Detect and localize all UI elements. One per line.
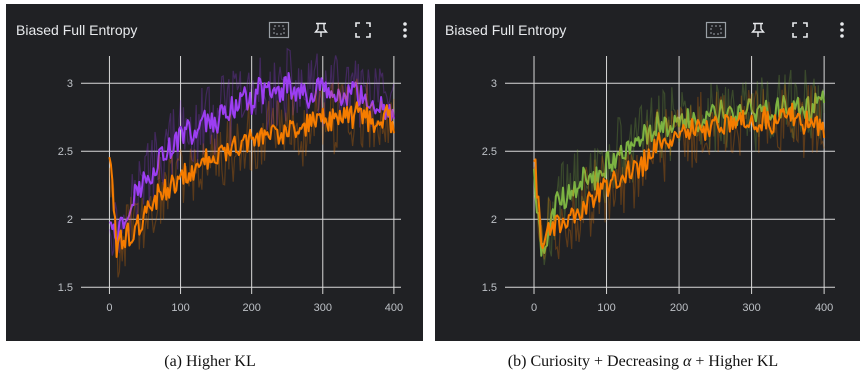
x-tick-label: 0 [531,302,537,314]
chart-toolbar [704,16,854,44]
line-chart: 1.5 2 2.5 3 0 100 200 300 400 [58,47,403,314]
y-tick-label: 1.5 [482,282,497,294]
caption-text-prefix: Curiosity + Decreasing [530,353,683,370]
series-raw-line [108,78,395,278]
caption-label: (b) [507,353,527,370]
y-tick-label: 2 [491,214,497,226]
y-tick-label: 2.5 [482,146,497,158]
series-smoothed-line [108,101,395,258]
y-tick-label: 3 [67,78,73,90]
more-vertical-icon[interactable] [830,16,854,44]
caption-label: (a) [164,353,182,370]
fullscreen-icon[interactable] [788,16,812,44]
x-tick-label: 400 [815,302,833,314]
x-tick-label: 200 [242,302,260,314]
x-tick-label: 100 [171,302,189,314]
figure-caption-b: (b) Curiosity + Decreasing α + Higher KL [428,353,858,371]
fit-domain-icon[interactable] [267,16,291,44]
x-tick-label: 400 [385,302,403,314]
y-tick-label: 1.5 [58,282,73,294]
chart-toolbar [267,16,417,44]
fullscreen-icon[interactable] [351,16,375,44]
x-tick-label: 0 [106,302,112,314]
series-smoothed-line [533,90,826,257]
pin-icon[interactable] [309,16,333,44]
pin-icon[interactable] [746,16,770,44]
caption-text: Higher KL [186,353,256,370]
series-raw-line [108,47,395,256]
x-tick-label: 300 [742,302,760,314]
more-vertical-icon[interactable] [393,16,417,44]
caption-text-suffix: + Higher KL [691,353,779,370]
x-tick-label: 200 [670,302,688,314]
x-tick-label: 100 [597,302,615,314]
chart-title: Biased Full Entropy [445,22,567,38]
chart-title: Biased Full Entropy [16,22,138,38]
figure-caption-a: (a) Higher KL [120,353,300,371]
y-tick-label: 2 [67,214,73,226]
series-smoothed-line [109,72,395,242]
line-chart: 1.5 2 2.5 3 0 100 200 300 400 [482,56,835,314]
fit-domain-icon[interactable] [704,16,728,44]
y-tick-label: 2.5 [58,146,73,158]
series-smoothed-line [533,102,826,250]
y-tick-label: 3 [491,78,497,90]
x-tick-label: 300 [314,302,332,314]
alpha-symbol: α [683,353,692,370]
chart-card-b: Biased Full Entropy 1.5 2 2.5 3 0 100 200 300 40… [435,4,860,341]
chart-card-a: Biased Full Entropy 1.5 2 2.5 3 0 100 200 300 40… [6,4,423,341]
